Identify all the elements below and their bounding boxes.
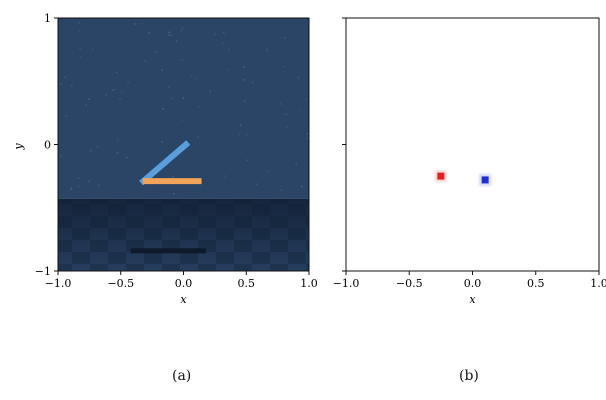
panel-b: −1.0 −0.5 0.0 0.5 1.0 x xyxy=(333,17,606,306)
x-tick-label: −1.0 xyxy=(45,277,72,290)
y-tick-label: −1 xyxy=(35,265,51,278)
x-tick-label: 0.0 xyxy=(464,277,482,290)
y-tick-label: 1 xyxy=(44,12,51,25)
y-tick-label: 0 xyxy=(44,139,51,152)
y-axis-ticks-a: 1 0 −1 xyxy=(35,12,58,278)
x-tick-label: 1.0 xyxy=(300,277,318,290)
x-axis-ticks-a: −1.0 −0.5 0.0 0.5 1.0 xyxy=(45,271,318,290)
caption-a: (a) xyxy=(172,368,192,384)
points-b xyxy=(434,170,492,186)
x-axis-label-a: x xyxy=(180,293,187,306)
x-tick-label: −0.5 xyxy=(396,277,423,290)
x-tick-label: −0.5 xyxy=(107,277,134,290)
x-tick-label: −1.0 xyxy=(333,277,360,290)
scene-sky xyxy=(58,18,309,199)
scene-floor-shade xyxy=(58,198,309,271)
blue-point xyxy=(481,176,489,184)
plot-area-b xyxy=(346,18,599,271)
panel-a: −1.0 −0.5 0.0 0.5 1.0 1 0 −1 x y xyxy=(12,12,318,306)
robot-forearm xyxy=(139,140,191,186)
x-tick-label: 1.0 xyxy=(590,277,606,290)
x-tick-label: 0.5 xyxy=(527,277,545,290)
x-tick-label: 0.5 xyxy=(238,277,256,290)
y-axis-label-a: y xyxy=(12,143,25,151)
x-axis-label-b: x xyxy=(469,293,476,306)
y-axis-ticks-b xyxy=(342,17,346,272)
caption-b: (b) xyxy=(459,368,479,384)
x-tick-label: 0.0 xyxy=(175,277,193,290)
x-axis-ticks-b: −1.0 −0.5 0.0 0.5 1.0 xyxy=(333,271,606,290)
red-point xyxy=(437,172,445,180)
